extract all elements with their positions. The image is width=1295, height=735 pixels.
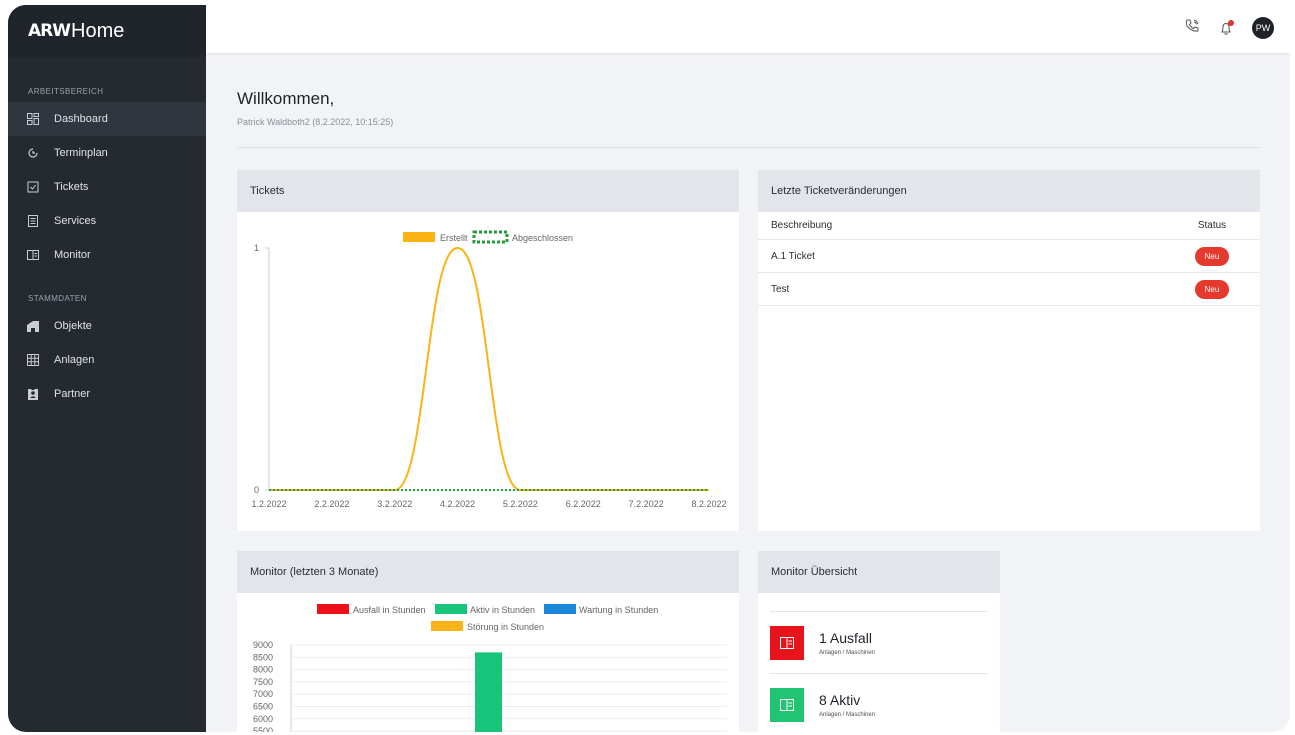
y-tick-label: 7500 [253,677,273,687]
monitor-icon [770,625,804,660]
legend-label: Störung in Stunden [467,622,544,632]
calendar-icon [26,146,40,160]
y-tick-label: 5500 [253,726,273,732]
row-description: Test [771,283,790,295]
monitor-overview-card: Monitor Übersicht 1 Ausfall Anlagen / Ma… [758,551,1000,732]
status-badge: Neu [1194,279,1230,299]
monitor-icon [26,248,40,262]
sidebar-item-services[interactable]: Services [8,204,206,238]
page-title: Willkommen, [237,89,335,108]
monitor-icon [770,687,804,722]
y-tick-label: 7000 [253,689,273,699]
overview-item-title: 1 Ausfall [819,629,872,646]
sidebar-item-label: Terminplan [54,147,108,159]
main-content: Willkommen, Patrick Waldboth2 (8.2.2022,… [206,53,1290,732]
sidebar-item-terminplan[interactable]: Terminplan [8,136,206,170]
monitor-card: Monitor (letzten 3 Monate) Ausfall in St… [237,551,739,732]
legend-swatch [472,230,509,244]
legend-label: Wartung in Stunden [579,605,658,615]
x-tick-label: 4.2.2022 [440,499,475,509]
nav-section-arbeitsbereich: ARBEITSBEREICH [28,87,104,96]
ticket-icon [26,180,40,194]
overview-item-subtitle: Anlagen / Maschinen [819,649,876,656]
sidebar-item-label: Tickets [54,181,89,193]
overview-item-subtitle: Anlagen / Maschinen [819,711,876,718]
monitor-overview-title: Monitor Übersicht [758,551,1000,593]
building-icon [26,319,40,333]
monitor-card-title: Monitor (letzten 3 Monate) [237,551,739,593]
sidebar-item-label: Anlagen [54,354,95,366]
series-line-0 [269,246,709,491]
user-avatar[interactable]: PW [1252,17,1274,39]
x-tick-label: 3.2.2022 [377,499,412,509]
x-tick-label: 8.2.2022 [691,499,726,509]
bar-1 [475,652,502,732]
column-header-status: Status [1197,220,1227,231]
legend-swatch [435,604,467,614]
tickets-card: Tickets Erstellt Abgeschlossen 0 1 1.2.2022 2… [237,170,739,531]
y-tick-label: 6500 [253,702,273,712]
sidebar-item-anlagen[interactable]: Anlagen [8,343,206,377]
x-tick-label: 7.2.2022 [629,499,664,509]
sidebar-item-label: Services [54,215,97,227]
x-tick-label: 2.2.2022 [314,499,349,509]
sidebar-item-tickets[interactable]: Tickets [8,170,206,204]
x-tick-label: 6.2.2022 [566,499,601,509]
tickets-card-title: Tickets [237,170,739,212]
sidebar-item-label: Monitor [54,249,91,261]
sidebar-item-label: Partner [54,388,91,400]
phone-icon[interactable] [1184,18,1200,39]
sidebar: ARW Home ARBEITSBEREICH Dashboard Termin… [8,5,206,732]
logo-text: Home [71,19,125,42]
y-tick-label: 9000 [253,640,273,650]
y-tick-label: 6000 [253,714,273,724]
table-row[interactable]: A.1 Ticket Neu [758,240,1260,273]
tickets-chart: Erstellt Abgeschlossen 0 1 1.2.2022 2.2.2022 3… [251,230,727,509]
table-header: Beschreibung Status [758,212,1260,240]
welcome-subtitle: Patrick Waldboth2 (8.2.2022, 10:15:25) [237,117,394,127]
sidebar-item-objekte[interactable]: Objekte [8,309,206,343]
sidebar-item-label: Dashboard [54,113,108,125]
legend-swatch [544,604,576,614]
monitor-chart: Ausfall in Stunden Aktiv in Stunden Wartun… [253,604,727,732]
nav-section-stammdaten: STAMMDATEN [28,294,87,303]
legend-label: Aktiv in Stunden [470,605,535,615]
overview-item-title: 8 Aktiv [819,691,861,708]
y-tick-label: 8500 [253,652,273,662]
x-tick-label: 1.2.2022 [251,499,286,509]
topbar: PW [206,5,1290,53]
logo-mark: ARW [28,21,71,41]
overview-item-aktiv[interactable]: 8 Aktiv Anlagen / Maschinen [770,673,988,732]
legend-label: Erstellt [440,233,468,243]
services-icon [26,214,40,228]
legend-label: Abgeschlossen [512,233,573,243]
legend-swatch [431,621,463,631]
y-tick-label: 0 [254,485,259,495]
legend-label: Ausfall in Stunden [353,605,426,615]
table-row[interactable]: Test Neu [758,273,1260,306]
column-header-beschreibung: Beschreibung [771,220,833,231]
notification-bell-icon[interactable] [1218,20,1234,36]
sidebar-item-monitor[interactable]: Monitor [8,238,206,272]
sidebar-item-partner[interactable]: Partner [8,377,206,411]
app-logo[interactable]: ARW Home [8,5,206,57]
y-tick-label: 1 [254,243,259,253]
dashboard-icon [26,112,40,126]
sidebar-item-label: Objekte [54,320,92,332]
ticket-changes-title: Letzte Ticketveränderungen [758,170,1260,212]
app-window: ARW Home ARBEITSBEREICH Dashboard Termin… [8,5,1290,732]
row-description: A.1 Ticket [771,250,815,262]
legend-swatch [403,232,435,242]
sidebar-item-dashboard[interactable]: Dashboard [8,102,206,136]
grid-icon [26,353,40,367]
divider [237,147,1261,148]
legend-swatch [317,604,349,614]
x-tick-label: 5.2.2022 [503,499,538,509]
y-tick-label: 8000 [253,665,273,675]
status-badge: Neu [1194,246,1230,266]
ticket-changes-card: Letzte Ticketveränderungen Beschreibung … [758,170,1260,531]
partner-icon [26,387,40,401]
notification-dot [1228,20,1234,26]
overview-item-ausfall[interactable]: 1 Ausfall Anlagen / Maschinen [770,611,988,673]
